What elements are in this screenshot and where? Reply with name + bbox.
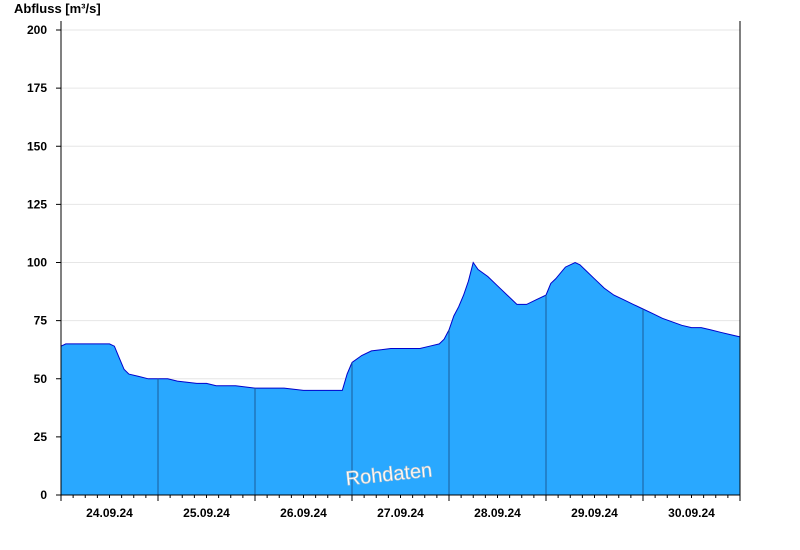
day-separator-lines xyxy=(157,295,644,495)
area-layer xyxy=(60,261,741,495)
grid-lines xyxy=(61,29,740,438)
x-tick-label-5: 29.09.24 xyxy=(571,506,618,520)
discharge-area xyxy=(61,262,740,495)
x-tick-label-1: 25.09.24 xyxy=(183,506,230,520)
x-tick-labels: 24.09.24 25.09.24 26.09.24 27.09.24 28.09.24… xyxy=(86,506,715,520)
axes xyxy=(56,21,741,501)
y-tick-label-50: 50 xyxy=(34,372,48,386)
y-tick-label-200: 200 xyxy=(27,23,47,37)
y-tick-labels: 0 25 50 75 100 125 150 175 200 xyxy=(27,23,47,502)
x-tick-label-6: 30.09.24 xyxy=(668,506,715,520)
discharge-line xyxy=(60,261,741,391)
y-tick-label-125: 125 xyxy=(27,197,47,211)
y-tick-label-175: 175 xyxy=(27,81,47,95)
x-tick-label-4: 28.09.24 xyxy=(474,506,521,520)
y-tick-label-75: 75 xyxy=(34,314,48,328)
x-tick-label-0: 24.09.24 xyxy=(86,506,133,520)
x-tick-label-3: 27.09.24 xyxy=(377,506,424,520)
y-axis-label: Abfluss [m³/s] xyxy=(14,1,101,16)
y-tick-label-150: 150 xyxy=(27,139,47,153)
y-tick-label-25: 25 xyxy=(34,430,48,444)
y-tick-label-100: 100 xyxy=(27,256,47,270)
y-tick-label-0: 0 xyxy=(40,488,47,502)
x-tick-label-2: 26.09.24 xyxy=(280,506,327,520)
